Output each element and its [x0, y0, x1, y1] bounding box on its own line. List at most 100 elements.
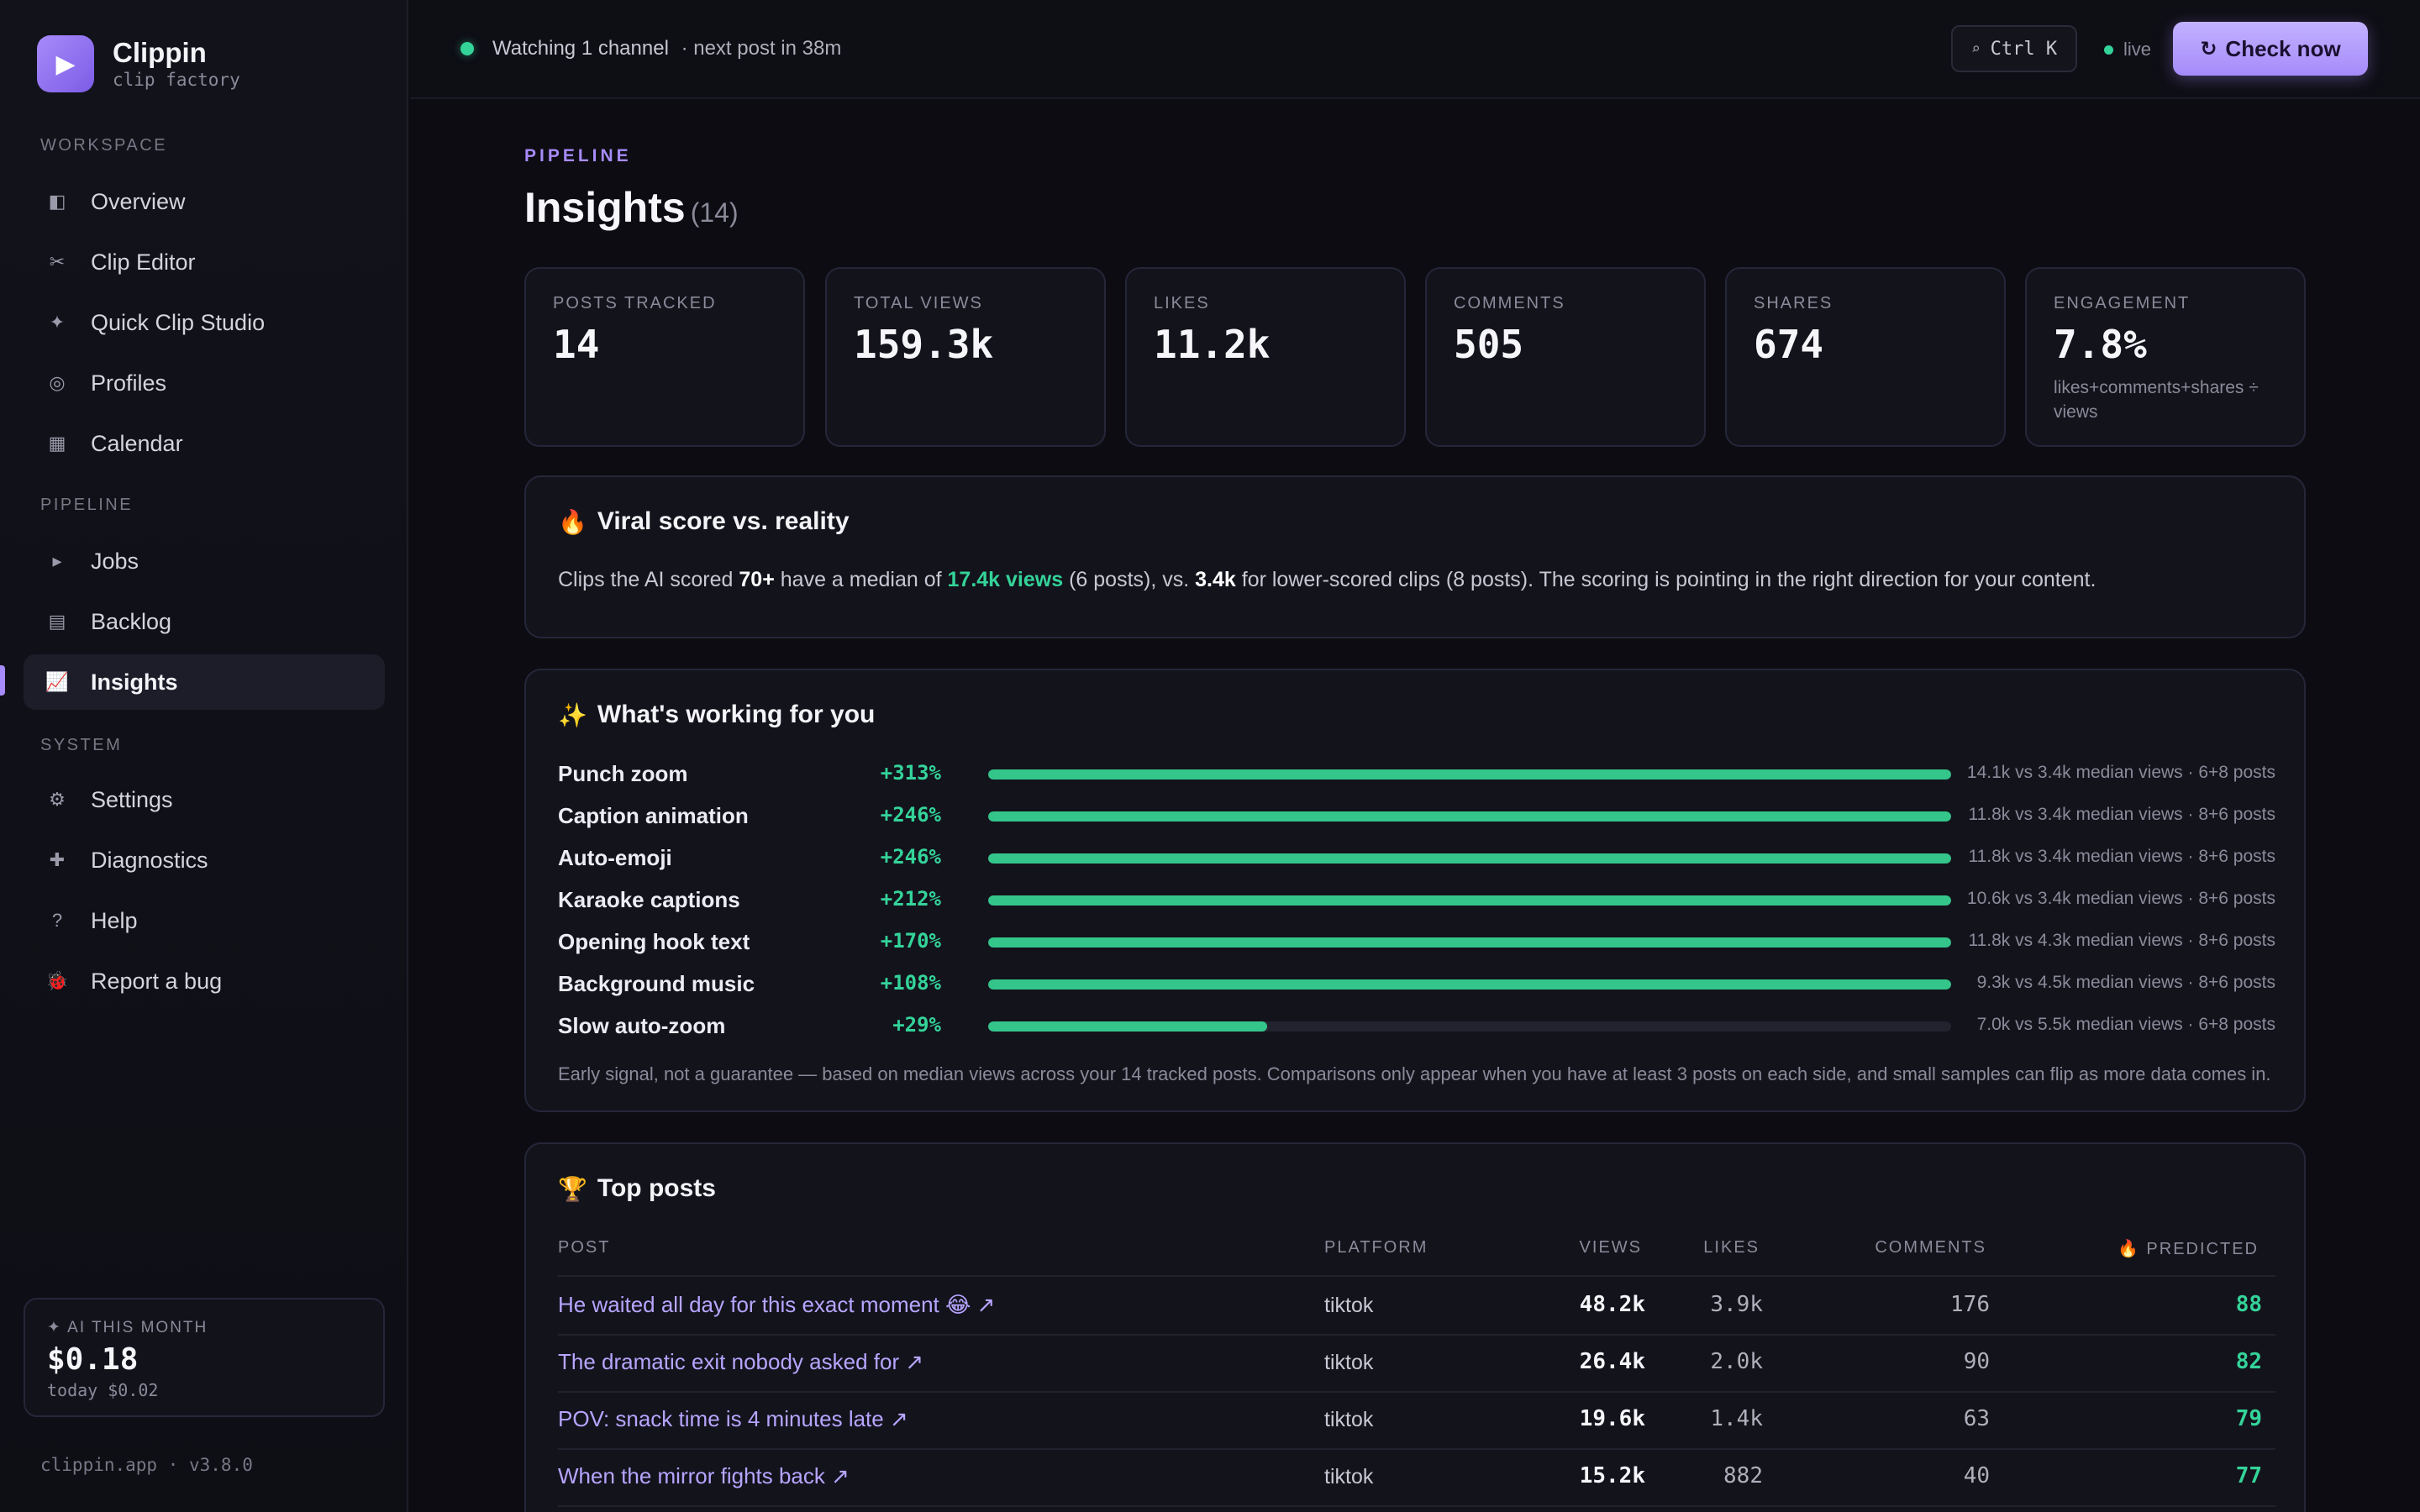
- sidebar-item-label: Quick Clip Studio: [91, 309, 266, 335]
- table-row: The dramatic exit nobody asked for ↗ tikt…: [558, 1334, 2275, 1391]
- stat-value: 7.8%: [2054, 322, 2147, 367]
- sidebar-item-overview[interactable]: ◧ Overview: [24, 174, 385, 229]
- shortcut-label: Ctrl K: [1990, 38, 2058, 60]
- sidebar-item-label: Diagnostics: [91, 847, 208, 873]
- feature-name: Punch zoom: [558, 761, 688, 786]
- stat-value: 505: [1454, 322, 1524, 367]
- table-divider: [558, 1448, 2275, 1450]
- panel-title-text: Top posts: [597, 1174, 716, 1202]
- column-header-platform[interactable]: PLATFORM: [1324, 1238, 1428, 1257]
- sidebar-item-label: Insights: [91, 669, 178, 695]
- feature-row: Karaoke captions +212% 10.6k vs 3.4k media…: [558, 880, 2275, 922]
- feature-bar-track: [988, 853, 1951, 864]
- stat-card-views: TOTAL VIEWS 159.3k: [825, 267, 1106, 447]
- panel-title-text: What's working for you: [597, 701, 876, 728]
- stat-label: ENGAGEMENT: [2054, 294, 2191, 312]
- page-title: Insights (14): [524, 183, 739, 232]
- feature-bar-fill: [988, 895, 1951, 906]
- plus-icon: ✚: [49, 849, 66, 870]
- watch-status-text: Watching 1 channel: [492, 37, 669, 60]
- nav-section-system: SYSTEM: [40, 736, 123, 754]
- watch-status: Watching 1 channel · next post in 38m: [492, 37, 841, 60]
- post-link[interactable]: When the mirror fights back ↗: [558, 1463, 850, 1488]
- stat-value: 14: [553, 322, 600, 367]
- sidebar-item-label: Clip Editor: [91, 249, 196, 275]
- column-header-predicted[interactable]: 🔥 PREDICTED: [2117, 1240, 2259, 1258]
- viral-high-median: 17.4k views: [947, 568, 1064, 591]
- post-likes: 2.0k: [1710, 1349, 1763, 1374]
- sidebar-item-label: Overview: [91, 188, 186, 214]
- post-platform: tiktok: [1324, 1408, 1374, 1431]
- sidebar-item-clip-editor[interactable]: ✂ Clip Editor: [24, 234, 385, 290]
- post-link[interactable]: He waited all day for this exact moment …: [558, 1292, 996, 1317]
- gear-icon: ⚙: [49, 789, 66, 810]
- bug-icon: 🐞: [45, 970, 69, 991]
- live-label: live: [2123, 39, 2152, 60]
- ai-usage-today: today $0.02: [47, 1380, 159, 1400]
- sidebar-item-label: Report a bug: [91, 968, 223, 994]
- post-link[interactable]: POV: snack time is 4 minutes late ↗: [558, 1406, 908, 1431]
- sidebar-item-label: Jobs: [91, 548, 139, 574]
- profile-icon: ◎: [49, 372, 66, 393]
- sidebar-item-label: Calendar: [91, 430, 183, 456]
- table-divider: [558, 1391, 2275, 1393]
- scissors-icon: ✂: [49, 251, 66, 272]
- post-views: 19.6k: [1579, 1406, 1645, 1431]
- viral-text-part: for lower-scored clips (8 posts). The sc…: [1235, 568, 2096, 591]
- sidebar-item-jobs[interactable]: ▸ Jobs: [24, 533, 385, 589]
- feature-lift: +108%: [880, 971, 941, 995]
- stat-value: 11.2k: [1154, 322, 1270, 367]
- stat-label: SHARES: [1754, 294, 1833, 312]
- post-predicted-score: 88: [2235, 1292, 2262, 1317]
- column-header-likes[interactable]: LIKES: [1703, 1238, 1760, 1257]
- play-logo-icon: ▶: [37, 35, 94, 92]
- column-header-post[interactable]: POST: [558, 1238, 611, 1257]
- sidebar-item-insights[interactable]: 📈 Insights: [24, 654, 385, 710]
- post-platform: tiktok: [1324, 1465, 1374, 1488]
- top-posts-panel: 🏆 Top posts POST PLATFORM VIEWS LIKES CO…: [524, 1142, 2306, 1512]
- brand[interactable]: ▶ Clippin clip factory: [37, 35, 240, 92]
- sidebar-item-calendar[interactable]: ▦ Calendar: [24, 416, 385, 471]
- stat-label: POSTS TRACKED: [553, 294, 717, 312]
- feature-lift: +246%: [880, 845, 941, 869]
- viral-score-panel: 🔥 Viral score vs. reality Clips the AI s…: [524, 475, 2306, 638]
- overview-icon: ◧: [48, 191, 66, 212]
- feature-row: Punch zoom +313% 14.1k vs 3.4k median view…: [558, 754, 2275, 796]
- post-predicted-score: 82: [2235, 1349, 2262, 1374]
- stat-label: COMMENTS: [1454, 294, 1565, 312]
- command-palette-button[interactable]: ⌕ Ctrl K: [1951, 25, 2077, 72]
- sidebar-item-backlog[interactable]: ▤ Backlog: [24, 594, 385, 649]
- sidebar-item-report-bug[interactable]: 🐞 Report a bug: [24, 953, 385, 1009]
- backlog-icon: ▤: [48, 611, 66, 632]
- feature-bar-fill: [988, 1021, 1268, 1032]
- post-comments: 176: [1950, 1292, 1990, 1317]
- feature-row: Opening hook text +170% 11.8k vs 4.3k medi…: [558, 922, 2275, 964]
- stat-note: likes+comments+shares ÷ views: [2054, 378, 2259, 422]
- feature-name: Caption animation: [558, 803, 749, 828]
- question-icon: ?: [51, 910, 63, 931]
- feature-lift: +212%: [880, 887, 941, 911]
- column-header-views[interactable]: VIEWS: [1579, 1238, 1642, 1257]
- feature-note: 7.0k vs 5.5k median views · 6+8 posts: [1976, 1015, 2275, 1034]
- post-views: 48.2k: [1579, 1292, 1645, 1317]
- sidebar-item-settings[interactable]: ⚙ Settings: [24, 772, 385, 827]
- feature-note: 11.8k vs 3.4k median views · 8+6 posts: [1968, 847, 2275, 866]
- sidebar-item-quick-clip-studio[interactable]: ✦ Quick Clip Studio: [24, 295, 385, 350]
- column-header-comments[interactable]: COMMENTS: [1875, 1238, 1986, 1257]
- feature-lift: +170%: [880, 929, 941, 953]
- stat-card-likes: LIKES 11.2k: [1125, 267, 1406, 447]
- sidebar-item-profiles[interactable]: ◎ Profiles: [24, 355, 385, 411]
- post-link[interactable]: The dramatic exit nobody asked for ↗: [558, 1349, 924, 1374]
- sidebar-item-help[interactable]: ? Help: [24, 893, 385, 948]
- jobs-icon: ▸: [52, 550, 62, 571]
- feature-row: Slow auto-zoom +29% 7.0k vs 5.5k median vi…: [558, 1006, 2275, 1048]
- feature-bar-track: [988, 895, 1951, 906]
- check-now-button[interactable]: ↻ Check now: [2173, 22, 2368, 76]
- sidebar: ▶ Clippin clip factory WORKSPACE ◧ Overv…: [0, 0, 408, 1512]
- feature-bar-fill: [988, 937, 1951, 948]
- post-predicted-score: 79: [2235, 1406, 2262, 1431]
- stat-card-posts: POSTS TRACKED 14: [524, 267, 805, 447]
- viral-low-median: 3.4k: [1195, 568, 1236, 591]
- sidebar-item-label: Backlog: [91, 608, 172, 634]
- sidebar-item-diagnostics[interactable]: ✚ Diagnostics: [24, 832, 385, 888]
